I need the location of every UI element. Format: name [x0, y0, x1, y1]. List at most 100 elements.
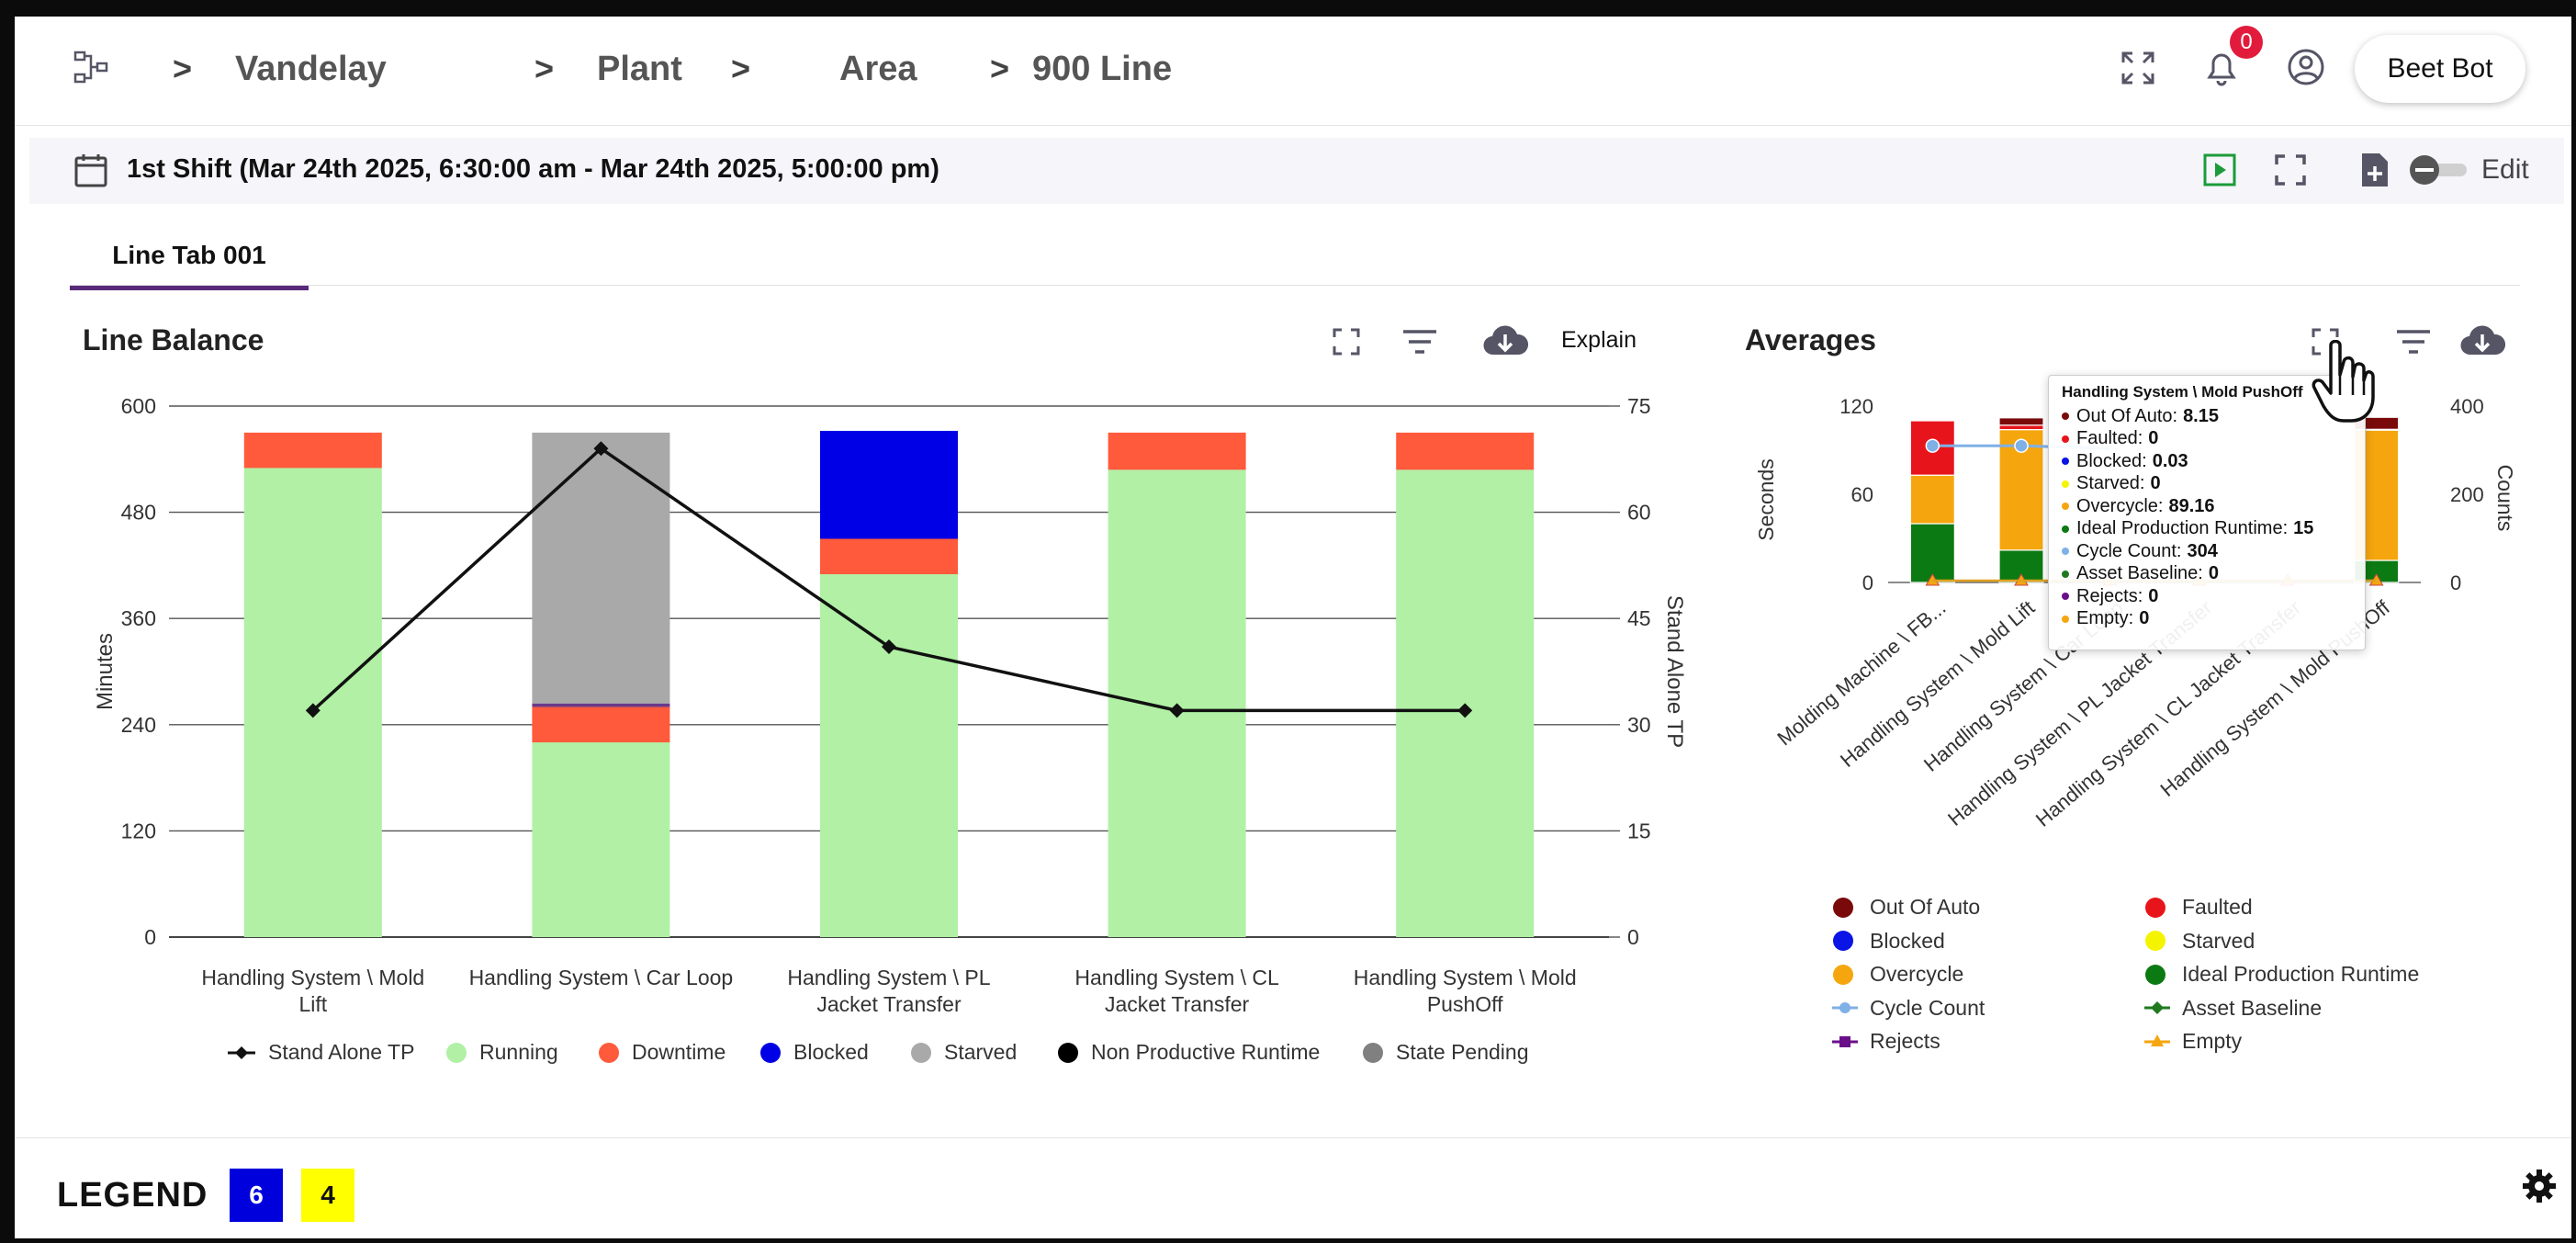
tab-divider [70, 285, 2520, 286]
y2-tick-label: 45 [1627, 606, 1651, 630]
tooltip-row-label: Cycle Count: [2076, 540, 2182, 561]
notification-badge: 0 [2230, 26, 2263, 59]
cycle-count-point [1925, 438, 1940, 453]
legend-item[interactable]: Starved [911, 1040, 1017, 1065]
add-page-icon[interactable] [2357, 149, 2393, 191]
legend-marker-icon [1832, 1002, 1858, 1013]
legend-item[interactable]: Empty [2143, 1029, 2242, 1054]
tooltip-dot-icon [2062, 615, 2069, 623]
breadcrumb-plant[interactable]: Plant [597, 50, 682, 88]
tooltip-dot-icon [2062, 525, 2069, 533]
legend-item[interactable]: Overcycle [1831, 962, 1963, 987]
averages-tooltip: Handling System \ Mold PushOff Out Of Au… [2048, 375, 2366, 650]
bar-segment-downtime [1108, 432, 1246, 470]
tooltip-row-label: Overcycle: [2076, 495, 2164, 516]
tab-line-tab-001[interactable]: Line Tab 001 [70, 226, 309, 290]
bar-segment-non-productive-runtime [532, 703, 670, 707]
top-header: > Vandelay > Plant > Area > 900 Line 0 B… [15, 17, 2571, 126]
legend-label: Overcycle [1870, 962, 1964, 986]
averages-title: Averages [1745, 323, 1876, 356]
y-tick-label: 240 [121, 713, 156, 737]
breadcrumb-900-line[interactable]: 900 Line [1032, 50, 1173, 88]
tooltip-row-value: 89.16 [2168, 495, 2215, 516]
edit-toggle[interactable] [2408, 154, 2470, 186]
legend-label: Non Productive Runtime [1091, 1040, 1321, 1064]
legend-item[interactable]: Rejects [1831, 1029, 1940, 1054]
legend-item[interactable]: Downtime [599, 1040, 726, 1065]
legend-item[interactable]: Blocked [760, 1040, 869, 1065]
x-tick-label: Handling System \ Mold Lift [201, 966, 424, 1016]
legend-dot-icon [1363, 1042, 1383, 1063]
y-axis-label: Minutes [93, 633, 118, 710]
shift-label[interactable]: 1st Shift (Mar 24th 2025, 6:30:00 am - M… [127, 154, 939, 184]
legend-item[interactable]: Out Of Auto [1831, 895, 1980, 920]
tooltip-row-label: Blocked: [2076, 450, 2147, 471]
bar-segment-downtime [243, 432, 382, 469]
tooltip-row-value: 0 [2150, 473, 2161, 494]
legend-item[interactable]: Stand Alone TP [226, 1040, 414, 1065]
settings-gear-icon[interactable] [2518, 1165, 2560, 1207]
y2-axis-label: Stand Alone TP [1662, 595, 1687, 748]
tooltip-row-label: Out Of Auto: [2076, 405, 2178, 426]
legend-item[interactable]: Asset Baseline [2143, 996, 2322, 1021]
legend-item[interactable]: Faulted [2143, 895, 2253, 920]
tooltip-dot-icon [2062, 593, 2069, 601]
breadcrumb-area[interactable]: Area [839, 50, 917, 88]
legend-label: Downtime [632, 1040, 726, 1064]
x-tick-label: Handling System \ Mold PushOff [1354, 966, 1577, 1016]
hierarchy-icon[interactable] [72, 48, 112, 88]
fullscreen-icon[interactable] [2118, 48, 2158, 88]
calendar-icon[interactable] [72, 151, 110, 191]
shift-bar [29, 138, 2564, 204]
y-tick-label: 0 [1862, 571, 1873, 594]
y-tick-label: 480 [121, 501, 156, 525]
cloud-download-icon[interactable] [2458, 322, 2507, 360]
breadcrumb-vandelay[interactable]: Vandelay [235, 50, 387, 88]
legend-label: Out Of Auto [1870, 895, 1981, 919]
y-tick-label: 60 [1851, 483, 1873, 506]
legend-item[interactable]: Non Productive Runtime [1058, 1040, 1320, 1065]
tooltip-row: Empty: 0 [2062, 608, 2352, 631]
legend-dot-icon [760, 1042, 781, 1063]
stand-alone-tp-point [593, 441, 609, 457]
cloud-download-icon[interactable] [1480, 322, 1530, 360]
tooltip-title: Handling System \ Mold PushOff [2062, 383, 2303, 401]
line-balance-chart: 0 0 120 15 240 30 360 45 480 60 600 75 Minutes Stand … [93, 394, 1687, 1016]
legend-label: Starved [2182, 928, 2255, 953]
stand-alone-tp-point [1457, 703, 1473, 718]
legend-label: Faulted [2182, 895, 2253, 919]
play-icon[interactable] [2200, 151, 2239, 189]
legend-label: State Pending [1396, 1040, 1529, 1064]
bell-icon[interactable] [2200, 46, 2243, 90]
tooltip-row: Rejects: 0 [2062, 585, 2352, 608]
beet-bot-button[interactable]: Beet Bot [2355, 35, 2525, 103]
app-window: > Vandelay > Plant > Area > 900 Line 0 B… [15, 17, 2571, 1238]
bar-segment-out-of-auto [1998, 417, 2044, 426]
expand-chart-icon[interactable] [2309, 325, 2342, 358]
legend-item[interactable]: Running [446, 1040, 558, 1065]
legend-item[interactable]: Ideal Production Runtime [2143, 962, 2419, 987]
tooltip-dot-icon [2062, 570, 2069, 578]
user-icon[interactable] [2285, 46, 2327, 88]
tooltip-row: Cycle Count: 304 [2062, 540, 2352, 563]
expand-icon[interactable] [2271, 151, 2310, 189]
y-axis-label: Seconds [1754, 458, 1778, 541]
y2-tick-label: 200 [2450, 483, 2484, 506]
legend-item[interactable]: State Pending [1363, 1040, 1529, 1065]
legend-item[interactable]: Starved [2143, 929, 2255, 954]
explain-button[interactable]: Explain [1561, 327, 1637, 353]
y2-axis-label: Counts [2493, 465, 2517, 532]
y2-tick-label: 30 [1627, 713, 1651, 737]
legend-item[interactable]: Blocked [1831, 929, 1945, 954]
legend-dot-icon [1058, 1042, 1078, 1063]
y-tick-label: 0 [144, 925, 156, 949]
x-tick-label: Handling System \ Car Loop [469, 966, 734, 989]
expand-chart-icon[interactable] [1330, 325, 1363, 358]
y2-tick-label: 60 [1627, 501, 1651, 525]
filter-icon[interactable] [2393, 325, 2434, 358]
legend-item[interactable]: Cycle Count [1831, 996, 1985, 1021]
legend-marker-icon [1833, 964, 1853, 985]
filter-icon[interactable] [1400, 325, 1440, 358]
tooltip-dot-icon [2062, 548, 2069, 556]
bar-segment-downtime [820, 538, 958, 575]
